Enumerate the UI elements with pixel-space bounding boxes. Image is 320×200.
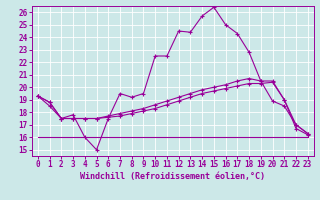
X-axis label: Windchill (Refroidissement éolien,°C): Windchill (Refroidissement éolien,°C): [80, 172, 265, 181]
